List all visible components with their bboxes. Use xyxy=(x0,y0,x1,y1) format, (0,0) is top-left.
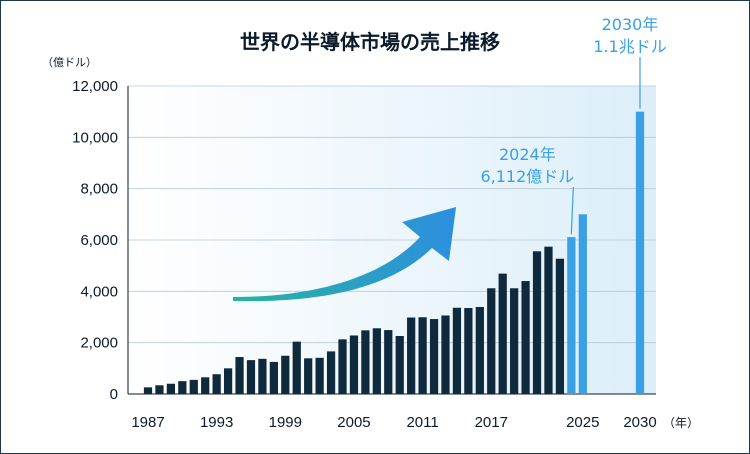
bar-1993 xyxy=(212,374,221,394)
bar-2023 xyxy=(555,258,565,394)
callout-year: 2030年 xyxy=(602,15,659,34)
bar-2001 xyxy=(304,358,313,394)
forecast-bar-2025 xyxy=(578,214,587,394)
forecast-bar-2030 xyxy=(635,111,645,395)
bar-2002 xyxy=(315,357,324,394)
x-tick-label: 2025 xyxy=(566,414,599,431)
growth-arrow xyxy=(233,207,456,302)
bar-2014 xyxy=(452,307,462,394)
y-tick-label: 4,000 xyxy=(80,283,118,300)
x-tick-label: 2011 xyxy=(406,414,438,431)
bars xyxy=(143,111,645,395)
bar-2012 xyxy=(429,319,439,394)
x-tick-label: 1993 xyxy=(200,414,233,431)
chart-title: 世界の半導体市場の売上推移 xyxy=(240,30,500,54)
bar-2009 xyxy=(395,335,404,394)
y-tick-label: 12,000 xyxy=(72,78,118,95)
bar-2019 xyxy=(510,288,519,394)
bar-1989 xyxy=(166,383,176,394)
bar-2016 xyxy=(475,306,484,394)
bar-2020 xyxy=(521,281,530,394)
callout-value: 1.1兆ドル xyxy=(593,37,666,56)
bar-2006 xyxy=(361,330,370,394)
y-tick-label: 8,000 xyxy=(80,181,118,198)
x-tick-labels: 1987 1993 1999 2005 2011 2017 2025 2030 xyxy=(131,414,656,431)
forecast-bar-2024 xyxy=(567,237,576,394)
callout-leader xyxy=(570,186,574,235)
bar-2013 xyxy=(441,315,450,394)
y-tick-labels: 0 2,000 4,000 6,000 8,000 10,000 12,000 xyxy=(72,78,118,403)
bar-2017 xyxy=(487,288,496,394)
y-tick-label: 10,000 xyxy=(72,129,118,146)
y-axis-unit: （億ドル） xyxy=(42,56,97,69)
bar-2022 xyxy=(544,246,553,394)
x-tick-label: 2017 xyxy=(475,414,508,431)
bar-1998 xyxy=(269,361,278,394)
bar-1994 xyxy=(223,368,233,394)
callout-year: 2024年 xyxy=(499,145,556,164)
bar-1997 xyxy=(258,358,267,394)
bar-2004 xyxy=(338,339,347,394)
callouts: 2024年 6,112億ドル 2030年 1.1兆ドル xyxy=(480,15,667,235)
bar-2007 xyxy=(372,328,381,394)
x-tick-label: 1999 xyxy=(269,414,302,431)
bar-1996 xyxy=(246,360,256,394)
x-tick-label: 2030 xyxy=(623,414,656,431)
bar-1988 xyxy=(155,385,164,394)
bar-2005 xyxy=(349,335,359,394)
callout-2024: 2024年 6,112億ドル xyxy=(480,145,574,235)
y-tick-label: 6,000 xyxy=(80,232,118,249)
bar-1991 xyxy=(189,379,198,394)
bar-2015 xyxy=(464,308,473,394)
bar-1990 xyxy=(178,381,187,394)
x-tick-label: 2005 xyxy=(337,414,370,431)
bar-1987 xyxy=(143,387,153,394)
bar-2010 xyxy=(407,317,416,394)
x-tick-label: 1987 xyxy=(131,414,164,431)
callout-value: 6,112億ドル xyxy=(480,167,574,186)
bar-2000 xyxy=(292,341,301,394)
callout-2030: 2030年 1.1兆ドル xyxy=(593,15,667,109)
x-axis-unit: （年） xyxy=(663,416,699,430)
bar-2011 xyxy=(418,317,427,394)
bar-1999 xyxy=(281,355,290,394)
bar-2008 xyxy=(384,330,393,394)
y-tick-label: 2,000 xyxy=(80,335,118,352)
y-tick-label: 0 xyxy=(110,386,118,403)
bar-2018 xyxy=(498,273,507,394)
bar-1992 xyxy=(201,377,210,394)
bar-1995 xyxy=(235,357,244,394)
bar-2003 xyxy=(326,351,336,394)
bar-2021 xyxy=(532,251,542,394)
